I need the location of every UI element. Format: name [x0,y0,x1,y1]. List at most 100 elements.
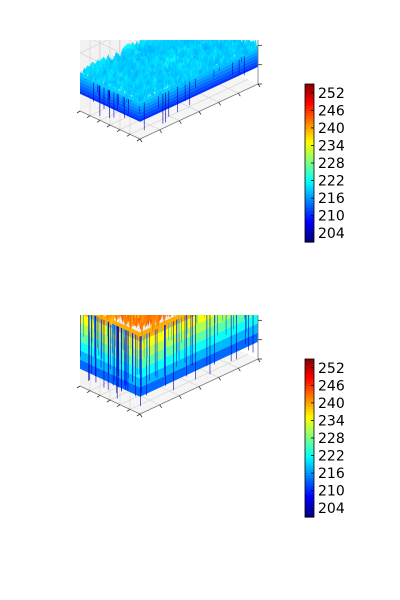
surface-cell [195,56,199,68]
surface-cell [163,47,167,56]
surface-cell [158,53,162,62]
surface-cell [146,82,150,90]
surface-cell [159,66,163,77]
surface-cell [90,69,94,76]
surface-cell [167,40,169,43]
surface-cell [235,42,239,50]
surface-cell [150,75,154,84]
surface-cell [234,40,236,43]
axis-tick [257,83,261,88]
surface-cell [195,40,199,47]
surface-cell [188,45,192,59]
surface-cell [116,315,117,319]
surface-cell [202,41,206,49]
axis-tick [218,102,221,106]
axis-tick [179,120,182,124]
surface-cell [243,49,247,54]
surface-cell [163,42,167,53]
surface-cell [202,40,204,42]
surface-cell [222,40,224,41]
axis-tick [126,134,131,137]
surface-cell [167,40,171,43]
surface-cell [150,40,154,48]
surface-cell [125,315,127,327]
surface-cell [90,61,94,71]
surface-cell [223,48,227,56]
surface-wall-band [80,341,140,379]
surface-cell [207,53,211,63]
surface-cell [130,41,134,50]
colorbar-swatch [305,223,314,227]
surface-cell [107,54,111,66]
surface-wall-band [80,90,140,122]
surface-cell [236,40,240,45]
surface-wall-band [80,87,140,119]
surface-cell [152,85,156,97]
surface-cell [102,67,106,76]
surface-cell [128,82,132,91]
surface-cell [173,315,174,316]
surface-cell [138,73,142,78]
surface-cell [200,40,203,45]
colorbar-swatch [305,86,314,90]
colorbar-swatch [305,186,314,190]
surface-cell [212,51,216,56]
surface-cell [135,73,139,79]
surface-cell [112,52,116,63]
surface-cell [147,40,151,46]
surface-cell [130,85,134,96]
surface-cell [132,54,137,64]
surface-cell [144,51,148,57]
surface-cell [236,44,240,52]
colorbar-swatch [305,228,314,233]
colorbar-swatch [305,197,314,201]
colorbar-swatch [305,170,314,175]
surface-cell [168,79,172,90]
axis-tick [238,92,241,97]
colorbar-swatch [305,215,314,219]
surface-cell [217,53,221,61]
surface-cell [152,49,156,54]
surface-cell [157,46,161,55]
surface-cell [157,79,161,84]
surface-cell [169,315,170,318]
surface-cell [121,315,124,324]
colorbar-swatch [305,199,314,204]
surface-cell [200,54,204,62]
surface-cell [143,89,147,101]
surface-cell [198,60,203,72]
surface-cell [115,52,119,61]
surface-cell [178,40,182,47]
surface-cell [175,41,179,51]
surface-cell [141,85,146,94]
colorbar-swatch [305,131,314,135]
colorbar-swatch [305,118,314,122]
surface-cell [202,41,206,52]
surface-cell [173,315,175,316]
axis-tick [96,120,101,123]
surface-cell [105,56,109,67]
surface-cell [126,315,128,318]
surface-cell [137,50,141,58]
surface-cell [127,69,131,74]
surface-cell [143,51,147,58]
surface-cell [138,52,142,58]
surface-wall-band [80,322,140,360]
surface-cell [156,40,157,42]
surface-cell [102,64,106,73]
surface-cell [234,40,237,43]
surface-cell [207,51,211,54]
colorbar-swatch [305,218,314,222]
colorbar-swatch [305,112,314,117]
surface-cell [158,315,160,318]
surface-cell [208,40,210,42]
surface-cell [89,315,91,316]
surface-cell [174,40,178,46]
surface-plot-bottom: 204 210 216 222 228 234 240 246 252 [0,315,400,595]
surface-cell [136,40,141,51]
surface-cell [168,55,173,59]
surface-cell [136,76,140,80]
surface-cell [133,61,137,70]
surface-cell [149,44,153,50]
surface-cell [138,69,142,77]
